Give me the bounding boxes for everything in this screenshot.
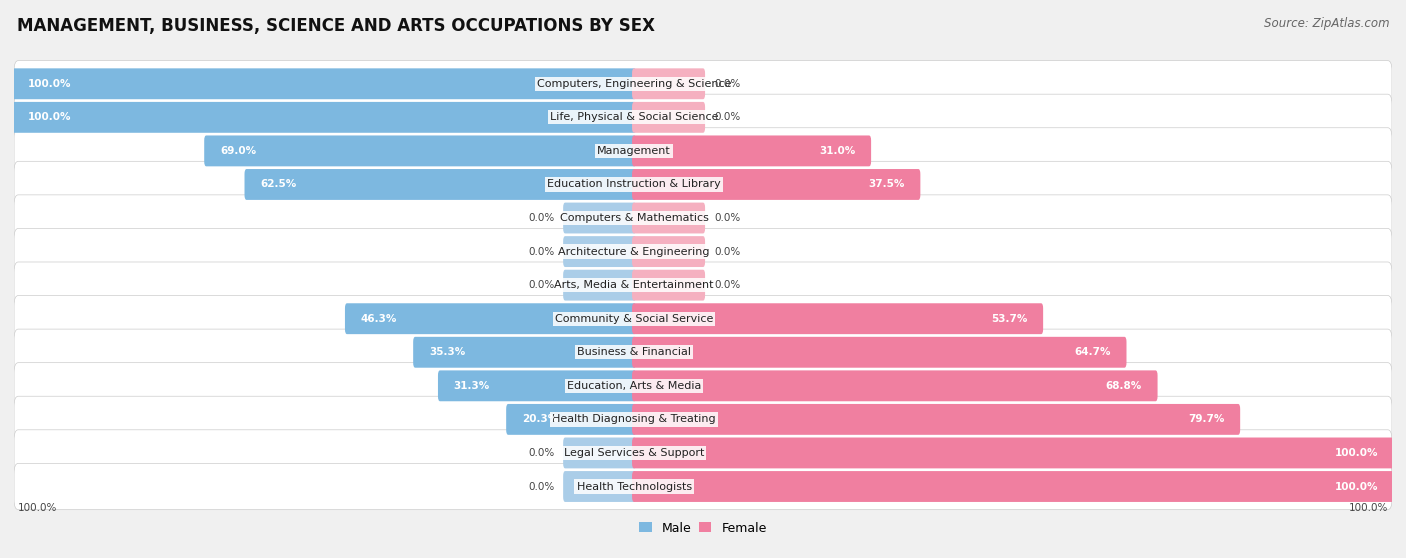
Text: Legal Services & Support: Legal Services & Support <box>564 448 704 458</box>
Text: Business & Financial: Business & Financial <box>576 347 692 357</box>
FancyBboxPatch shape <box>633 169 921 200</box>
Text: 31.0%: 31.0% <box>820 146 855 156</box>
Text: Education Instruction & Library: Education Instruction & Library <box>547 180 721 190</box>
FancyBboxPatch shape <box>633 203 704 233</box>
FancyBboxPatch shape <box>14 296 1392 342</box>
Text: 100.0%: 100.0% <box>1348 503 1388 513</box>
FancyBboxPatch shape <box>564 236 636 267</box>
Text: 35.3%: 35.3% <box>429 347 465 357</box>
FancyBboxPatch shape <box>633 303 1043 334</box>
Text: Life, Physical & Social Science: Life, Physical & Social Science <box>550 112 718 122</box>
FancyBboxPatch shape <box>14 195 1392 241</box>
Text: 62.5%: 62.5% <box>260 180 297 190</box>
Text: 0.0%: 0.0% <box>527 280 554 290</box>
FancyBboxPatch shape <box>13 68 636 99</box>
FancyBboxPatch shape <box>506 404 636 435</box>
Text: Arts, Media & Entertainment: Arts, Media & Entertainment <box>554 280 714 290</box>
Text: MANAGEMENT, BUSINESS, SCIENCE AND ARTS OCCUPATIONS BY SEX: MANAGEMENT, BUSINESS, SCIENCE AND ARTS O… <box>17 17 655 35</box>
FancyBboxPatch shape <box>413 337 636 368</box>
Text: 100.0%: 100.0% <box>1334 448 1378 458</box>
Text: 20.3%: 20.3% <box>522 415 558 425</box>
Text: Health Diagnosing & Treating: Health Diagnosing & Treating <box>553 415 716 425</box>
FancyBboxPatch shape <box>204 136 636 166</box>
Text: 0.0%: 0.0% <box>714 213 741 223</box>
Text: 0.0%: 0.0% <box>714 280 741 290</box>
Text: Management: Management <box>598 146 671 156</box>
Legend: Male, Female: Male, Female <box>634 517 772 540</box>
FancyBboxPatch shape <box>14 61 1392 107</box>
Text: 0.0%: 0.0% <box>527 213 554 223</box>
FancyBboxPatch shape <box>633 136 872 166</box>
Text: 68.8%: 68.8% <box>1105 381 1142 391</box>
Text: 100.0%: 100.0% <box>28 79 72 89</box>
Text: 46.3%: 46.3% <box>361 314 396 324</box>
Text: Source: ZipAtlas.com: Source: ZipAtlas.com <box>1264 17 1389 30</box>
Text: 37.5%: 37.5% <box>868 180 904 190</box>
FancyBboxPatch shape <box>633 371 1157 401</box>
FancyBboxPatch shape <box>14 94 1392 141</box>
Text: 100.0%: 100.0% <box>1334 482 1378 492</box>
FancyBboxPatch shape <box>14 363 1392 409</box>
FancyBboxPatch shape <box>564 203 636 233</box>
FancyBboxPatch shape <box>633 270 704 301</box>
Text: Architecture & Engineering: Architecture & Engineering <box>558 247 710 257</box>
Text: 31.3%: 31.3% <box>454 381 491 391</box>
Text: 0.0%: 0.0% <box>527 247 554 257</box>
Text: 100.0%: 100.0% <box>18 503 58 513</box>
Text: 53.7%: 53.7% <box>991 314 1028 324</box>
Text: Health Technologists: Health Technologists <box>576 482 692 492</box>
Text: 64.7%: 64.7% <box>1074 347 1111 357</box>
Text: 0.0%: 0.0% <box>527 448 554 458</box>
FancyBboxPatch shape <box>564 270 636 301</box>
FancyBboxPatch shape <box>633 102 704 133</box>
FancyBboxPatch shape <box>14 329 1392 376</box>
Text: Computers, Engineering & Science: Computers, Engineering & Science <box>537 79 731 89</box>
Text: Computers & Mathematics: Computers & Mathematics <box>560 213 709 223</box>
FancyBboxPatch shape <box>14 430 1392 476</box>
FancyBboxPatch shape <box>564 471 636 502</box>
FancyBboxPatch shape <box>14 228 1392 275</box>
FancyBboxPatch shape <box>437 371 636 401</box>
FancyBboxPatch shape <box>14 262 1392 309</box>
Text: 0.0%: 0.0% <box>714 247 741 257</box>
FancyBboxPatch shape <box>633 236 704 267</box>
FancyBboxPatch shape <box>633 471 1393 502</box>
FancyBboxPatch shape <box>14 396 1392 442</box>
FancyBboxPatch shape <box>564 437 636 468</box>
Text: 79.7%: 79.7% <box>1188 415 1225 425</box>
FancyBboxPatch shape <box>633 437 1393 468</box>
FancyBboxPatch shape <box>633 404 1240 435</box>
FancyBboxPatch shape <box>633 337 1126 368</box>
FancyBboxPatch shape <box>14 161 1392 208</box>
Text: 100.0%: 100.0% <box>28 112 72 122</box>
Text: Education, Arts & Media: Education, Arts & Media <box>567 381 702 391</box>
FancyBboxPatch shape <box>14 463 1392 509</box>
Text: 69.0%: 69.0% <box>221 146 256 156</box>
Text: 0.0%: 0.0% <box>527 482 554 492</box>
Text: 0.0%: 0.0% <box>714 79 741 89</box>
Text: 0.0%: 0.0% <box>714 112 741 122</box>
FancyBboxPatch shape <box>13 102 636 133</box>
Text: Community & Social Service: Community & Social Service <box>555 314 713 324</box>
FancyBboxPatch shape <box>245 169 636 200</box>
FancyBboxPatch shape <box>14 128 1392 174</box>
FancyBboxPatch shape <box>633 68 704 99</box>
FancyBboxPatch shape <box>344 303 636 334</box>
